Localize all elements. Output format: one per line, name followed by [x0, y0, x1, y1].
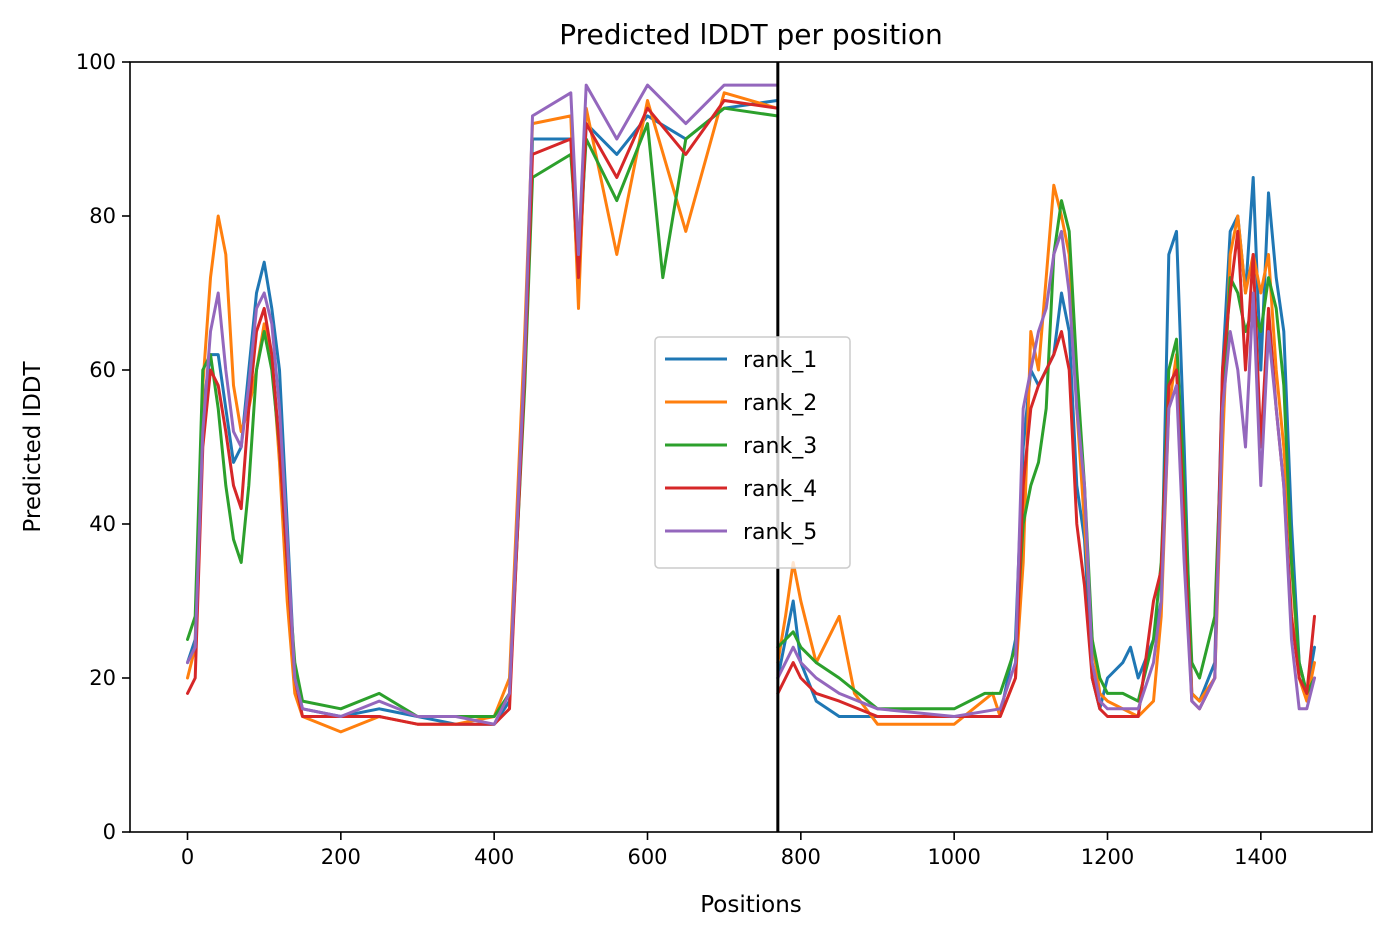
x-tick-label: 1000 [927, 845, 980, 869]
x-tick-label: 600 [627, 845, 667, 869]
legend-label-rank-3: rank_3 [743, 434, 817, 459]
x-tick-label: 200 [321, 845, 361, 869]
plot-frame [129, 61, 1373, 833]
series-line-rank-3-seg1 [186, 106, 779, 718]
legend-label-rank-1: rank_1 [743, 348, 817, 373]
x-axis-ticks: 0 200 400 600 800 1000 1200 1400 [181, 832, 1288, 869]
y-tick-label: 60 [89, 358, 116, 382]
x-axis-label: Positions [700, 892, 802, 918]
y-tick-label: 0 [103, 820, 116, 844]
legend-label-rank-5: rank_5 [743, 520, 817, 545]
y-tick-label: 40 [89, 512, 116, 536]
chart-title: Predicted lDDT per position [559, 18, 943, 51]
legend-box [654, 336, 851, 569]
legend-label-rank-2: rank_2 [743, 391, 817, 416]
y-tick-label: 100 [76, 50, 116, 74]
legend-label-rank-4: rank_4 [743, 477, 817, 502]
y-axis-ticks: 0 20 40 60 80 100 [76, 50, 130, 844]
series-line-rank-5-seg2 [776, 229, 1316, 718]
y-axis-label: Predicted lDDT [20, 360, 46, 532]
y-tick-label: 80 [89, 204, 116, 228]
series-group [186, 83, 1316, 734]
x-tick-label: 800 [781, 845, 821, 869]
x-tick-label: 0 [181, 845, 194, 869]
x-tick-label: 1200 [1081, 845, 1134, 869]
x-tick-label: 1400 [1234, 845, 1287, 869]
legend: rank_1 rank_2 rank_3 rank_4 rank_5 [654, 336, 851, 569]
y-tick-label: 20 [89, 666, 116, 690]
series-line-rank-2-seg2 [776, 183, 1316, 726]
series-line-rank-5-seg1 [186, 83, 779, 726]
series-line-rank-4-seg1 [186, 99, 779, 726]
series-line-rank-4-seg2 [776, 229, 1316, 718]
x-tick-label: 400 [474, 845, 514, 869]
